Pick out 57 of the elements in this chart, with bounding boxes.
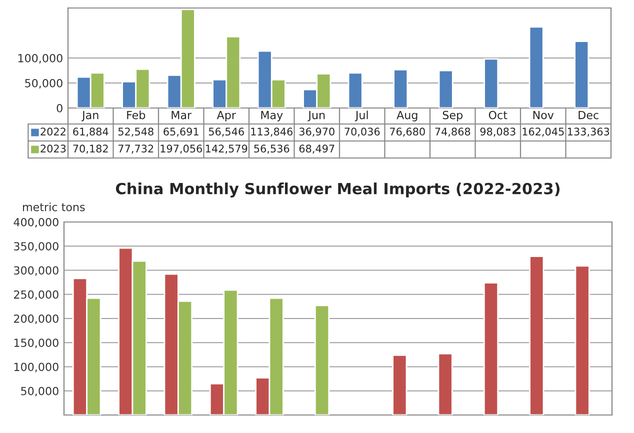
x-tick-label: Aug: [396, 110, 418, 122]
bar: [528, 26, 544, 108]
x-tick-label: Jan: [81, 110, 98, 122]
x-tick-label: Sep: [442, 110, 462, 122]
bar: [529, 256, 544, 415]
y-tick-label: 100,000: [14, 362, 58, 372]
bar: [483, 282, 499, 415]
chart-title: China Monthly Sunflower Meal Imports (2022-2023): [116, 182, 560, 198]
bar: [438, 353, 453, 415]
legend-label: 2022: [40, 128, 66, 136]
data-label: 36,970: [299, 128, 334, 137]
y-tick-label: 250,000: [14, 290, 58, 300]
bar: [392, 354, 408, 415]
data-label: 56,546: [208, 128, 244, 137]
data-label: 68,497: [299, 144, 334, 154]
bar: [484, 58, 499, 108]
data-label: 70,036: [344, 128, 380, 137]
data-label: 65,691: [164, 128, 198, 137]
y-tick-label: 400,000: [14, 218, 58, 228]
y-tick-label: 50,000: [25, 78, 62, 89]
y-tick-label: 300,000: [14, 266, 58, 276]
y-tick-label: 100,000: [18, 54, 62, 64]
x-tick-label: Jun: [308, 110, 325, 122]
x-tick-label: Dec: [578, 110, 598, 120]
data-label: 142,579: [206, 144, 248, 154]
y-tick-label: 0: [56, 104, 62, 112]
y-tick-label: 200,000: [14, 314, 58, 324]
data-label: 74,868: [435, 128, 470, 137]
bar: [574, 40, 590, 108]
x-tick-label: Apr: [216, 110, 236, 122]
data-label: 197,056: [160, 144, 202, 154]
x-tick-label: May: [261, 110, 283, 122]
data-label: 162,045: [522, 128, 564, 137]
bar: [348, 72, 363, 108]
y-tick-label: 50,000: [21, 386, 58, 396]
x-tick-label: Mar: [172, 110, 192, 120]
bar: [438, 70, 454, 108]
x-tick-label: Oct: [488, 110, 508, 120]
bar: [314, 304, 330, 415]
data-label: 61,884: [73, 128, 108, 137]
data-label: 76,680: [390, 128, 425, 137]
data-label: 98,083: [480, 128, 516, 137]
data-label: 70,182: [73, 144, 108, 154]
data-label: 77,732: [118, 144, 154, 154]
data-label: 56,536: [254, 144, 290, 154]
bar: [574, 265, 590, 415]
bar: [393, 68, 408, 108]
x-tick-label: Jul: [354, 110, 368, 122]
legend-label: 2023: [40, 144, 66, 153]
data-label: 133,363: [568, 128, 610, 137]
y-tick-label: 350,000: [14, 242, 58, 252]
y-axis-title: metric tons: [23, 202, 85, 212]
data-label: 113,846: [251, 128, 293, 137]
x-tick-label: Nov: [533, 110, 554, 120]
data-label: 52,548: [118, 128, 154, 137]
y-tick-label: 150,000: [14, 338, 58, 348]
x-tick-label: Feb: [127, 110, 146, 120]
